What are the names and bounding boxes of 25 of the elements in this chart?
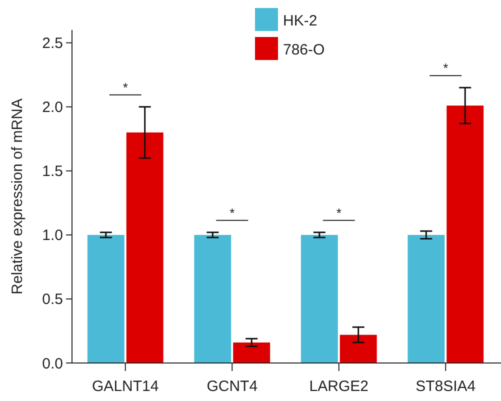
y-tick-label: 0.5: [42, 291, 63, 308]
x-tick-label: LARGE2: [309, 378, 368, 395]
bar: [87, 234, 124, 363]
bar: [194, 234, 232, 363]
bar: [446, 106, 484, 363]
bar: [340, 334, 377, 363]
bar: [126, 132, 164, 363]
y-tick-label: 1.5: [42, 163, 63, 180]
x-tick-label: GCNT4: [206, 378, 258, 395]
bar: [233, 342, 270, 363]
y-tick-label: 2.5: [42, 35, 63, 52]
y-tick-label: 0.0: [42, 355, 63, 372]
bar: [408, 234, 445, 363]
annotation: *: [443, 60, 448, 76]
annotation: *: [336, 205, 342, 220]
y-tick-label: 1.0: [42, 227, 63, 244]
annotation: *: [230, 205, 235, 220]
bar: [300, 234, 338, 363]
annotation: *: [122, 80, 128, 95]
y-axis-title: Relative expression of mRNA: [9, 98, 26, 294]
legend-label: 786-O: [283, 41, 325, 58]
x-tick-label: ST8SIA4: [416, 378, 476, 395]
x-tick-label: GALNT14: [92, 378, 159, 395]
y-tick-label: 2.0: [42, 99, 63, 116]
legend-label: HK-2: [283, 12, 318, 30]
